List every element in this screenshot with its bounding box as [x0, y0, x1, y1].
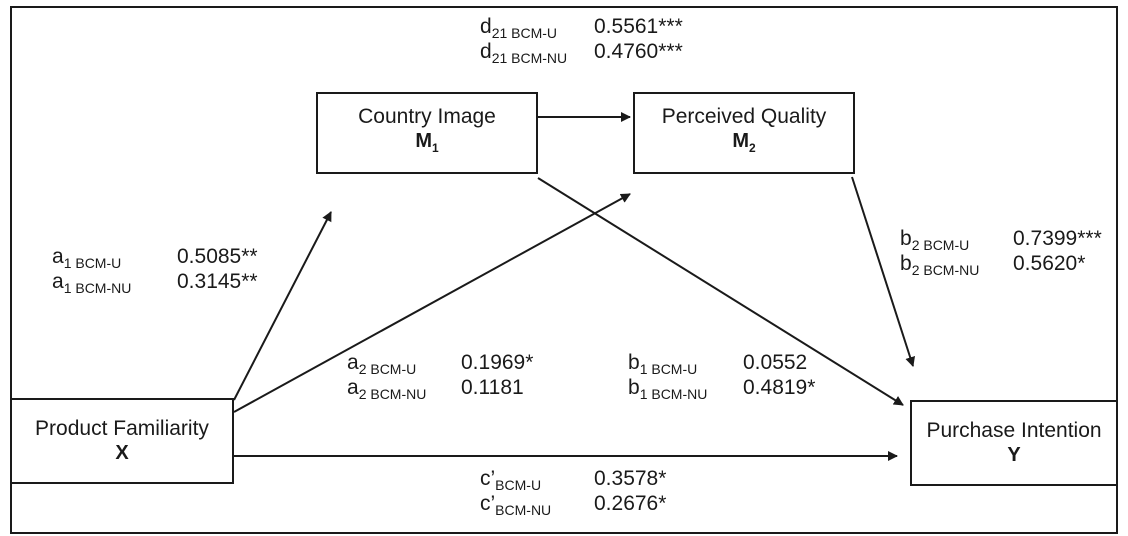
node-perceived-quality: Perceived Quality M2	[633, 92, 855, 174]
node-name: Perceived Quality	[661, 105, 827, 128]
coef-row-bcm-u: c’BCM-U 0.3578*	[480, 466, 720, 493]
node-country-image: Country Image M1	[316, 92, 538, 174]
coef-value: 0.2676*	[594, 492, 667, 515]
node-symbol: X	[115, 442, 129, 464]
coef-a1: a1 BCM-U 0.5085** a1 BCM-NU 0.3145**	[52, 244, 292, 296]
coef-label: d21 BCM-NU	[480, 40, 568, 67]
coef-label: b1 BCM-U	[628, 351, 698, 378]
coef-label: c’BCM-NU	[480, 492, 552, 519]
coef-label: d21 BCM-U	[480, 15, 558, 42]
node-symbol: Y	[1007, 444, 1021, 466]
coef-row-bcm-u: a1 BCM-U 0.5085**	[52, 244, 292, 271]
node-purchase-intention: Purchase Intention Y	[910, 400, 1118, 486]
coef-label: a2 BCM-NU	[347, 376, 427, 403]
diagram-frame	[10, 6, 1118, 534]
coef-value: 0.1969*	[461, 351, 534, 374]
coef-row-bcm-nu: a2 BCM-NU 0.1181	[347, 375, 577, 402]
coef-label: b1 BCM-NU	[628, 376, 708, 403]
coef-value: 0.3145**	[177, 270, 258, 293]
coef-b2: b2 BCM-U 0.7399*** b2 BCM-NU 0.5620*	[900, 226, 1122, 278]
arrow-m2-to-y	[851, 176, 915, 367]
coef-row-bcm-u: a2 BCM-U 0.1969*	[347, 350, 577, 377]
coef-label: c’BCM-U	[480, 467, 542, 494]
coef-row-bcm-nu: c’BCM-NU 0.2676*	[480, 491, 720, 518]
coef-row-bcm-u: b1 BCM-U 0.0552	[628, 350, 858, 377]
coef-label: a1 BCM-U	[52, 245, 122, 272]
coef-row-bcm-nu: b2 BCM-NU 0.5620*	[900, 251, 1122, 278]
coef-value: 0.5085**	[177, 245, 258, 268]
arrow-x-to-m1	[233, 211, 332, 401]
coef-row-bcm-nu: a1 BCM-NU 0.3145**	[52, 269, 292, 296]
coef-row-bcm-nu: b1 BCM-NU 0.4819*	[628, 375, 858, 402]
coef-value: 0.7399***	[1013, 227, 1102, 250]
coef-row-bcm-nu: d21 BCM-NU 0.4760***	[480, 39, 720, 66]
coef-value: 0.5561***	[594, 15, 683, 38]
coef-a2: a2 BCM-U 0.1969* a2 BCM-NU 0.1181	[347, 350, 577, 402]
node-symbol: M1	[415, 130, 439, 155]
coef-c-prime: c’BCM-U 0.3578* c’BCM-NU 0.2676*	[480, 466, 720, 518]
coef-d21: d21 BCM-U 0.5561*** d21 BCM-NU 0.4760***	[480, 14, 720, 66]
coef-value: 0.3578*	[594, 467, 667, 490]
coef-value: 0.5620*	[1013, 252, 1086, 275]
coef-row-bcm-u: d21 BCM-U 0.5561***	[480, 14, 720, 41]
coef-label: b2 BCM-U	[900, 227, 970, 254]
coef-value: 0.4819*	[743, 376, 816, 399]
coef-row-bcm-u: b2 BCM-U 0.7399***	[900, 226, 1122, 253]
coef-value: 0.0552	[743, 351, 808, 374]
node-name: Country Image	[358, 105, 496, 128]
arrow-m1-to-y	[537, 177, 904, 406]
node-product-familiarity: Product Familiarity X	[10, 398, 234, 484]
node-symbol: M2	[732, 130, 756, 155]
coef-value: 0.4760***	[594, 40, 683, 63]
coef-label: a2 BCM-U	[347, 351, 417, 378]
coef-value: 0.1181	[461, 376, 524, 399]
coef-label: a1 BCM-NU	[52, 270, 132, 297]
node-name: Product Familiarity	[35, 417, 209, 440]
arrow-x-to-m2	[233, 193, 631, 413]
coef-label: b2 BCM-NU	[900, 252, 980, 279]
node-name: Purchase Intention	[926, 419, 1102, 442]
coef-b1: b1 BCM-U 0.0552 b1 BCM-NU 0.4819*	[628, 350, 858, 402]
